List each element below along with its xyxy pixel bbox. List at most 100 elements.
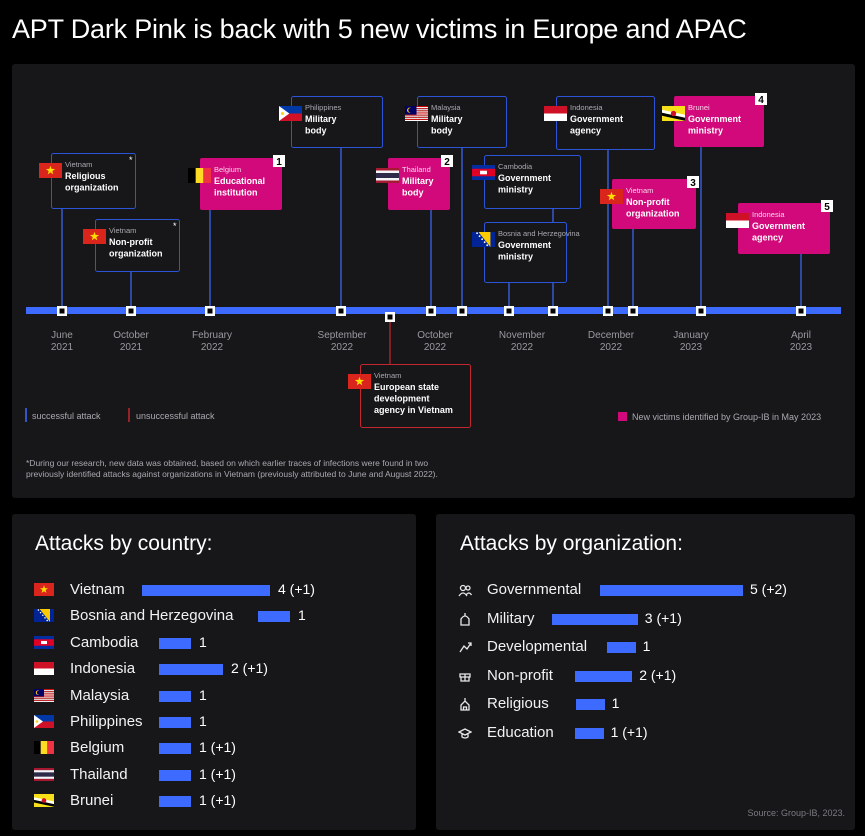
- organization-label: Governmental: [487, 581, 582, 598]
- event-box: [417, 96, 507, 148]
- event-country: Malaysia: [431, 103, 461, 112]
- timeline-month-label: December 2022: [588, 330, 635, 353]
- event-organization: Government: [570, 114, 623, 124]
- event-organization: organization: [109, 249, 163, 259]
- event-number-badge: [755, 93, 767, 105]
- event-organization: ministry: [498, 185, 533, 195]
- country-bar: [159, 637, 191, 649]
- event-organization: body: [305, 126, 327, 136]
- country-bar-value: 1: [199, 686, 207, 703]
- event-country: Bosnia and Herzegovina: [498, 229, 581, 238]
- timeline-event: Vietnam Non-profit organization 3: [600, 176, 699, 310]
- event-asterisk: *: [173, 221, 177, 231]
- timeline-marker-center: [605, 308, 611, 314]
- organization-label: Non-profit: [487, 666, 553, 684]
- flag-bosnia-icon: [472, 232, 495, 247]
- organization-label: Developmental: [487, 638, 588, 656]
- flag-cambodia-icon: [34, 635, 54, 649]
- organization-bar: [576, 699, 605, 711]
- timeline-month-label: June 2021: [51, 330, 74, 353]
- non-profit-icon: [459, 673, 471, 682]
- country-bar-value: 4 (+1): [278, 581, 315, 597]
- timeline-panel: June 2021 October 2021 February 2022 September…: [12, 64, 855, 498]
- country-bar-value: 1 (+1): [199, 739, 236, 756]
- event-organization: agency in Vietnam: [374, 405, 453, 415]
- event-box: [200, 158, 282, 210]
- country-label: Belgium: [70, 739, 125, 757]
- timeline-month-label: November 2022: [499, 330, 546, 353]
- flag-philippines-icon: [34, 715, 54, 728]
- flag-vietnam-icon: [83, 229, 106, 244]
- country-label: Vietnam: [70, 581, 125, 598]
- timeline-event: Brunei Government ministry 4: [662, 93, 767, 310]
- organization-bar-value: 1: [642, 638, 651, 655]
- organization-bar-value: 5 (+2): [750, 581, 787, 597]
- organization-bar-value: 3 (+1): [644, 609, 682, 626]
- organization-chart-panel: Attacks by organization: Governmental 5 (…: [436, 514, 855, 830]
- timeline-event: Indonesia Government agency: [544, 96, 655, 310]
- event-organization: Government: [688, 114, 741, 124]
- event-country: Thailand: [402, 165, 431, 174]
- organization-chart-title: Attacks by organization:: [460, 532, 683, 555]
- country-label: Cambodia: [70, 633, 139, 651]
- timeline-event: Philippines Military body: [279, 96, 383, 310]
- event-box: [738, 203, 830, 254]
- country-bar: [159, 769, 191, 781]
- development-icon: [459, 642, 472, 653]
- event-organization: agency: [570, 126, 601, 136]
- event-country: Vietnam: [109, 226, 136, 235]
- country-label: Thailand: [70, 765, 128, 783]
- timeline-footnote: previously identified attacks against or…: [26, 469, 438, 479]
- flag-indonesia-icon: [726, 213, 749, 228]
- timeline-month-label: October 2021: [113, 330, 149, 353]
- timeline-marker-center: [550, 308, 556, 314]
- timeline-event: Belgium Educational institution 1: [188, 155, 285, 310]
- event-number: 2: [444, 157, 450, 168]
- event-box: [484, 155, 581, 209]
- event-country: Cambodia: [498, 162, 533, 171]
- source-note: Source: Group-IB, 2023.: [747, 808, 845, 818]
- organization-bar: [607, 642, 636, 654]
- organization-bar-value: 2 (+1): [639, 666, 677, 683]
- timeline-footnote: *During our research, new data was obtai…: [26, 458, 428, 468]
- country-bar: [159, 717, 191, 728]
- country-bar-value: 1: [298, 607, 306, 624]
- event-number-badge: [441, 155, 453, 167]
- organization-bar: [575, 728, 604, 739]
- country-bar: [159, 664, 223, 676]
- organization-label: Education: [487, 724, 554, 741]
- organization-bar: [552, 613, 638, 625]
- timeline-month-label: January 2023: [673, 330, 709, 353]
- event-number: 1: [276, 157, 282, 168]
- event-organization: Government: [752, 221, 805, 231]
- event-box: [674, 96, 764, 147]
- flag-philippines-icon: [279, 106, 302, 121]
- event-box: [556, 96, 655, 150]
- organization-bar: [600, 585, 743, 596]
- event-organization: ministry: [688, 126, 723, 136]
- country-bar-value: 2 (+1): [231, 660, 268, 677]
- flag-belgium-icon: [188, 168, 211, 183]
- flag-brunei-icon: [662, 106, 685, 121]
- timeline-marker-center: [630, 308, 636, 314]
- country-bar-value: 1 (+1): [199, 765, 236, 782]
- people-icon: [458, 584, 472, 597]
- event-organization: body: [431, 126, 453, 136]
- country-bar-value: 1: [199, 713, 207, 729]
- timeline-month-label: October 2022: [417, 330, 453, 353]
- timeline-marker-center: [698, 308, 704, 314]
- timeline-legend: successful attack unsuccessful attack New …: [25, 408, 821, 422]
- event-country: Belgium: [214, 165, 241, 174]
- event-number-badge: [821, 200, 833, 212]
- timeline-marker-center: [428, 308, 434, 314]
- timeline-marker-center: [59, 308, 65, 314]
- event-organization: institution: [214, 188, 258, 198]
- timeline-svg: June 2021 October 2021 February 2022 September…: [25, 93, 841, 479]
- legend-successful-label: successful attack: [32, 411, 101, 421]
- country-label: Indonesia: [70, 660, 136, 678]
- timeline-marker-center: [387, 314, 393, 320]
- timeline-month-label: September 2022: [318, 330, 368, 353]
- event-organization: Religious: [65, 171, 106, 181]
- legend-new-label: New victims identified by Group-IB in Ma…: [632, 412, 821, 422]
- event-country: Vietnam: [374, 371, 401, 380]
